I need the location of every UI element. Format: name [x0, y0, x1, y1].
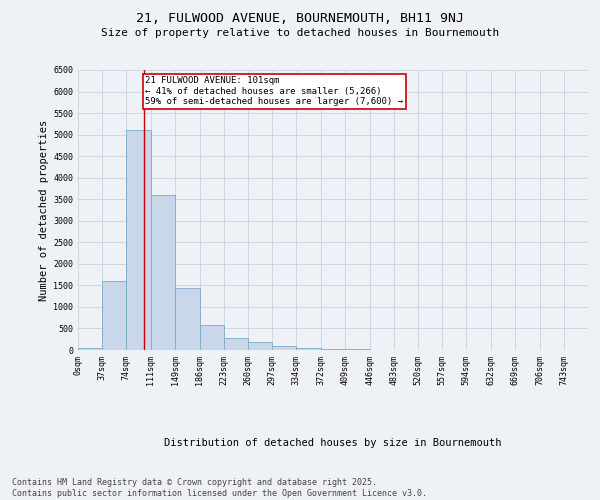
X-axis label: Distribution of detached houses by size in Bournemouth: Distribution of detached houses by size …	[164, 438, 502, 448]
Text: 21 FULWOOD AVENUE: 101sqm
← 41% of detached houses are smaller (5,266)
59% of se: 21 FULWOOD AVENUE: 101sqm ← 41% of detac…	[145, 76, 403, 106]
Bar	[78, 348, 102, 350]
Bar	[321, 349, 346, 350]
Bar	[296, 348, 320, 350]
Text: Size of property relative to detached houses in Bournemouth: Size of property relative to detached ho…	[101, 28, 499, 38]
Bar	[102, 281, 127, 350]
Bar	[224, 338, 248, 350]
Bar	[127, 130, 151, 350]
Y-axis label: Number of detached properties: Number of detached properties	[39, 120, 49, 300]
Bar	[200, 326, 224, 350]
Text: Contains HM Land Registry data © Crown copyright and database right 2025.
Contai: Contains HM Land Registry data © Crown c…	[12, 478, 427, 498]
Bar	[175, 288, 200, 350]
Bar	[151, 195, 175, 350]
Bar	[248, 342, 272, 350]
Text: 21, FULWOOD AVENUE, BOURNEMOUTH, BH11 9NJ: 21, FULWOOD AVENUE, BOURNEMOUTH, BH11 9N…	[136, 12, 464, 26]
Bar	[272, 346, 296, 350]
